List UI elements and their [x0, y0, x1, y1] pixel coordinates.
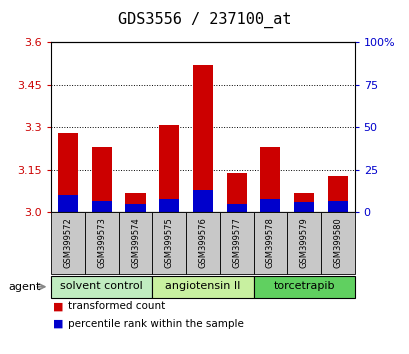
Text: percentile rank within the sample: percentile rank within the sample — [67, 319, 243, 329]
Bar — [287, 212, 320, 274]
Text: GSM399578: GSM399578 — [265, 217, 274, 268]
Bar — [260, 199, 280, 212]
Text: ■: ■ — [53, 319, 64, 329]
Bar — [58, 195, 78, 212]
Bar — [152, 212, 186, 274]
Text: angiotensin II: angiotensin II — [165, 281, 240, 291]
Text: agent: agent — [8, 282, 40, 292]
Bar — [320, 212, 354, 274]
Text: GSM399574: GSM399574 — [131, 217, 140, 268]
Bar — [51, 212, 85, 274]
Bar — [186, 212, 219, 274]
Text: GDS3556 / 237100_at: GDS3556 / 237100_at — [118, 11, 291, 28]
Bar — [226, 173, 246, 212]
Bar — [293, 202, 313, 212]
Text: GSM399579: GSM399579 — [299, 217, 308, 268]
Bar — [192, 190, 213, 212]
Text: GSM399572: GSM399572 — [63, 217, 72, 268]
Bar — [293, 193, 313, 212]
Bar — [92, 147, 112, 212]
Bar — [253, 275, 354, 298]
Bar — [51, 275, 152, 298]
Bar — [125, 193, 145, 212]
Bar — [253, 212, 287, 274]
Bar — [327, 176, 347, 212]
Bar — [159, 125, 179, 212]
Text: GSM399577: GSM399577 — [231, 217, 240, 268]
Bar — [85, 212, 118, 274]
Bar — [260, 147, 280, 212]
Text: torcetrapib: torcetrapib — [273, 281, 334, 291]
Bar — [159, 199, 179, 212]
Text: GSM399575: GSM399575 — [164, 217, 173, 268]
Bar — [192, 65, 213, 212]
Text: solvent control: solvent control — [60, 281, 143, 291]
Bar — [226, 204, 246, 212]
Bar — [327, 200, 347, 212]
Bar — [219, 212, 253, 274]
Bar — [58, 133, 78, 212]
Bar — [118, 212, 152, 274]
Bar — [125, 204, 145, 212]
Text: GSM399580: GSM399580 — [333, 217, 342, 268]
Text: ■: ■ — [53, 301, 64, 311]
Bar — [152, 275, 253, 298]
Text: GSM399576: GSM399576 — [198, 217, 207, 268]
Text: GSM399573: GSM399573 — [97, 217, 106, 268]
Bar — [92, 200, 112, 212]
Text: transformed count: transformed count — [67, 301, 164, 311]
